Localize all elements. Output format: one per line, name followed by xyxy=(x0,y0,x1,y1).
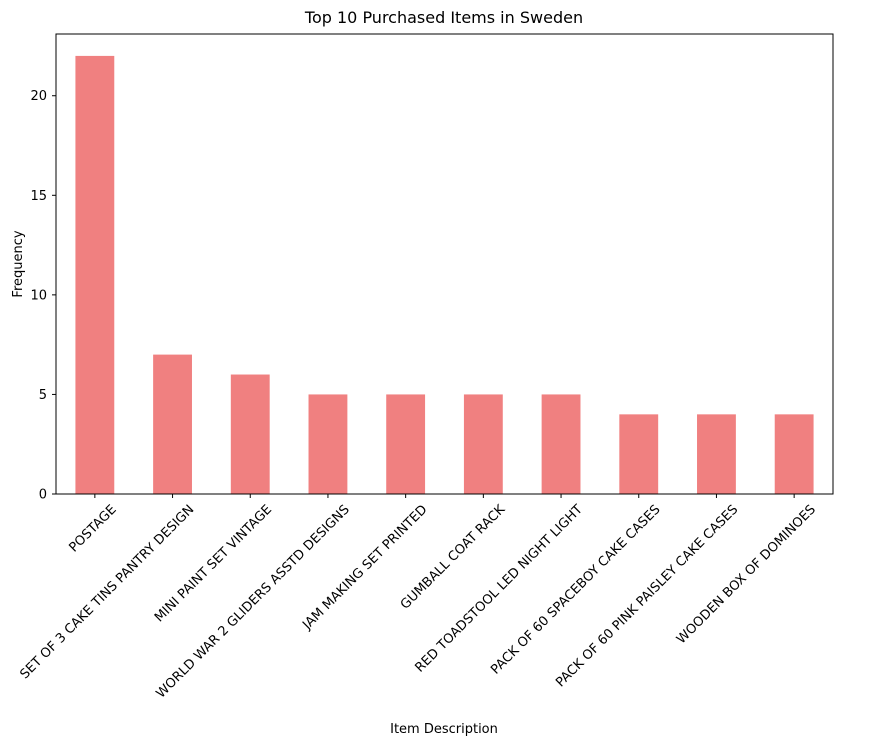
x-tick-label: PACK OF 60 SPACEBOY CAKE CASES xyxy=(488,502,663,677)
y-tick-label: 15 xyxy=(30,189,47,204)
bar xyxy=(230,374,270,494)
x-tick-label: RED TOADSTOOL LED NIGHT LIGHT xyxy=(412,502,585,675)
chart-title: Top 10 Purchased Items in Sweden xyxy=(304,8,583,27)
bar xyxy=(75,55,115,495)
x-tick-label: SET OF 3 CAKE TINS PANTRY DESIGN xyxy=(17,502,197,682)
bar xyxy=(697,414,736,494)
bar xyxy=(308,394,348,494)
bar xyxy=(619,414,659,494)
x-tick-label: POSTAGE xyxy=(66,502,119,555)
x-tick-label: JAM MAKING SET PRINTED xyxy=(299,502,430,633)
y-tick-label: 5 xyxy=(39,388,47,403)
y-axis-label: Frequency xyxy=(11,230,26,297)
plot-frame xyxy=(55,33,834,495)
bar xyxy=(774,414,814,494)
bars-group xyxy=(75,55,814,495)
bar xyxy=(541,394,581,494)
y-tick-label: 20 xyxy=(30,89,47,104)
bar xyxy=(463,394,503,494)
bar xyxy=(386,394,426,494)
bar xyxy=(153,354,192,494)
y-tick-label: 10 xyxy=(30,288,47,303)
y-axis-ticks: 0 5 10 15 20 xyxy=(30,89,56,503)
y-tick-label: 0 xyxy=(39,488,47,503)
x-axis-label: Item Description xyxy=(390,722,498,737)
x-tick-label: WOODEN BOX OF DOMINOES xyxy=(674,502,819,647)
